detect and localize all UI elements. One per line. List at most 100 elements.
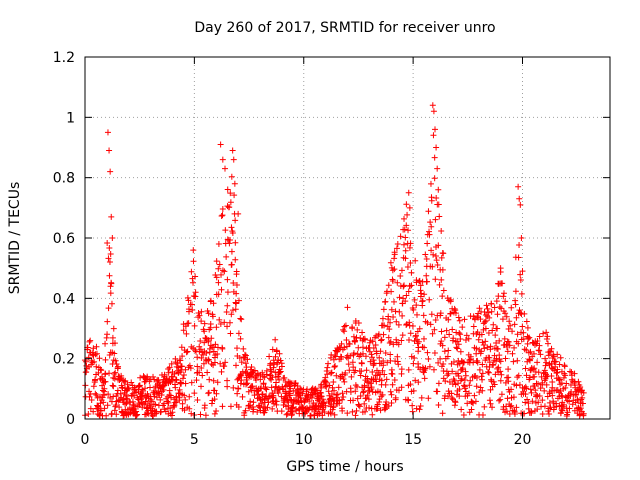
data-point xyxy=(435,359,442,366)
data-point xyxy=(276,350,283,357)
data-point xyxy=(392,308,399,315)
data-point xyxy=(213,408,220,415)
data-point xyxy=(359,329,366,336)
data-point xyxy=(299,390,306,397)
data-point xyxy=(350,333,357,340)
data-point xyxy=(235,210,242,217)
data-point xyxy=(477,316,484,323)
data-point xyxy=(222,165,228,172)
data-point xyxy=(383,376,390,383)
data-point xyxy=(462,368,469,375)
data-point xyxy=(486,359,493,366)
data-point xyxy=(394,358,401,365)
data-point xyxy=(105,391,112,398)
data-point xyxy=(181,392,188,399)
data-point xyxy=(470,323,477,330)
data-point xyxy=(124,385,131,392)
data-point xyxy=(166,387,173,394)
data-point xyxy=(517,201,524,208)
data-point xyxy=(352,367,359,374)
data-point xyxy=(228,224,235,231)
data-point xyxy=(500,290,507,297)
data-point xyxy=(186,362,193,369)
data-point xyxy=(95,404,102,411)
data-point xyxy=(178,344,185,351)
data-point xyxy=(395,361,402,368)
data-point xyxy=(347,388,354,395)
data-point xyxy=(419,298,426,305)
data-point xyxy=(401,215,408,222)
data-point xyxy=(426,363,433,370)
data-point xyxy=(173,393,180,400)
data-point xyxy=(183,349,190,356)
data-point xyxy=(536,333,543,340)
data-point xyxy=(537,351,544,358)
data-point xyxy=(245,388,252,395)
data-point xyxy=(109,235,116,241)
data-point xyxy=(324,371,331,378)
data-point xyxy=(327,410,334,417)
data-point xyxy=(421,344,428,351)
data-point xyxy=(113,411,120,418)
data-point xyxy=(107,283,114,290)
data-point xyxy=(395,321,402,328)
data-point xyxy=(562,372,569,379)
data-point xyxy=(512,297,519,304)
data-point xyxy=(521,346,528,353)
data-point xyxy=(556,377,563,384)
data-point xyxy=(447,310,454,317)
data-point xyxy=(121,378,128,385)
data-point xyxy=(97,407,104,414)
data-point xyxy=(365,396,372,403)
x-axis-label: GPS time / hours xyxy=(286,459,403,475)
data-point xyxy=(179,353,186,360)
data-point xyxy=(388,399,395,406)
data-point xyxy=(278,360,285,367)
data-point xyxy=(495,364,502,371)
data-point xyxy=(516,195,523,202)
data-point xyxy=(385,403,392,410)
data-point xyxy=(438,338,445,345)
data-point xyxy=(511,321,518,328)
data-point xyxy=(431,175,438,182)
data-point xyxy=(549,392,556,399)
data-point xyxy=(348,373,355,380)
data-point xyxy=(398,370,405,377)
data-point xyxy=(422,251,429,258)
data-point xyxy=(500,293,507,300)
data-point xyxy=(498,371,505,378)
data-point xyxy=(446,331,453,338)
data-point xyxy=(201,405,208,412)
data-point xyxy=(544,393,551,400)
data-point xyxy=(190,279,197,286)
data-point xyxy=(479,387,486,394)
data-point xyxy=(493,298,500,305)
data-point xyxy=(252,377,259,384)
data-point xyxy=(426,296,433,303)
data-point xyxy=(459,365,466,372)
data-point xyxy=(507,322,514,329)
data-point xyxy=(398,337,405,344)
data-point xyxy=(100,399,107,406)
data-point xyxy=(205,357,212,364)
data-point xyxy=(222,227,229,234)
data-point xyxy=(479,412,486,419)
data-point xyxy=(537,385,544,392)
data-point xyxy=(545,408,552,415)
data-point xyxy=(328,369,335,376)
data-point xyxy=(523,318,530,325)
data-point xyxy=(525,400,532,407)
data-point xyxy=(502,310,509,317)
data-point xyxy=(531,350,538,357)
data-point xyxy=(346,367,353,374)
data-point xyxy=(113,360,120,367)
data-point xyxy=(435,186,442,193)
data-point xyxy=(352,412,359,419)
data-point xyxy=(235,330,242,337)
data-point xyxy=(381,406,388,413)
data-point xyxy=(248,364,255,371)
data-point xyxy=(399,312,406,319)
data-point xyxy=(380,331,387,338)
data-point xyxy=(273,379,280,386)
data-point xyxy=(104,240,111,247)
